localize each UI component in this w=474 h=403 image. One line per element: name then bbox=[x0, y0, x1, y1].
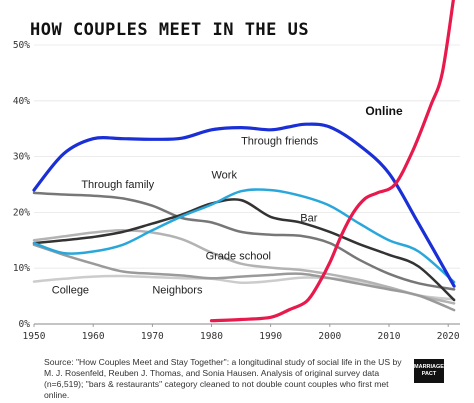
x-tick-label: 2020 bbox=[437, 331, 460, 342]
logo-line-2: PACT bbox=[421, 371, 437, 377]
series-label-bar: Bar bbox=[300, 212, 317, 224]
chart-title: HOW COUPLES MEET IN THE US bbox=[30, 20, 310, 40]
y-tick-label: 50% bbox=[13, 40, 30, 51]
axes: 0% 10% 20% 30% 40% 50% 1950 1960 1970 1980 1990 200… bbox=[13, 40, 460, 342]
series-line-through-family bbox=[32, 191, 456, 291]
series-label-work: Work bbox=[212, 169, 238, 181]
x-tick-label: 2010 bbox=[378, 331, 401, 342]
y-tick-label: 10% bbox=[13, 263, 30, 274]
series-line-online bbox=[209, 0, 455, 323]
series-line-work bbox=[32, 188, 456, 284]
series-line-through-friends bbox=[32, 122, 456, 288]
x-tick-label: 1960 bbox=[82, 331, 105, 342]
source-note: Source: "How Couples Meet and Stay Toget… bbox=[44, 357, 402, 400]
logo-line-1: MARRIAGE bbox=[414, 364, 444, 370]
x-tick-label: 1970 bbox=[141, 331, 164, 342]
y-tick-label: 30% bbox=[13, 152, 30, 163]
series-line-grade-school bbox=[32, 229, 456, 305]
y-tick-label: 20% bbox=[13, 207, 30, 218]
series-label-through-friends: Through friends bbox=[241, 135, 319, 147]
series-lines bbox=[32, 0, 456, 323]
series-label-college: College bbox=[52, 284, 89, 296]
series-label-grade-school: Grade school bbox=[206, 250, 271, 262]
x-tick-label: 1990 bbox=[259, 331, 282, 342]
series-label-neighbors: Neighbors bbox=[152, 284, 203, 296]
series-labels: Through friends Through family Work Bar Grad… bbox=[52, 104, 403, 297]
x-tick-label: 1980 bbox=[200, 331, 223, 342]
y-tick-label: 40% bbox=[13, 96, 30, 107]
series-label-through-family: Through family bbox=[81, 179, 154, 191]
series-line-bar bbox=[32, 198, 456, 302]
x-tick-label: 1950 bbox=[23, 331, 46, 342]
series-label-online: Online bbox=[365, 104, 403, 118]
x-tick-label: 2000 bbox=[318, 331, 341, 342]
y-tick-label: 0% bbox=[19, 319, 31, 330]
marriage-pact-logo: MARRIAGE PACT bbox=[414, 359, 444, 383]
series-line-neighbors bbox=[32, 243, 456, 312]
